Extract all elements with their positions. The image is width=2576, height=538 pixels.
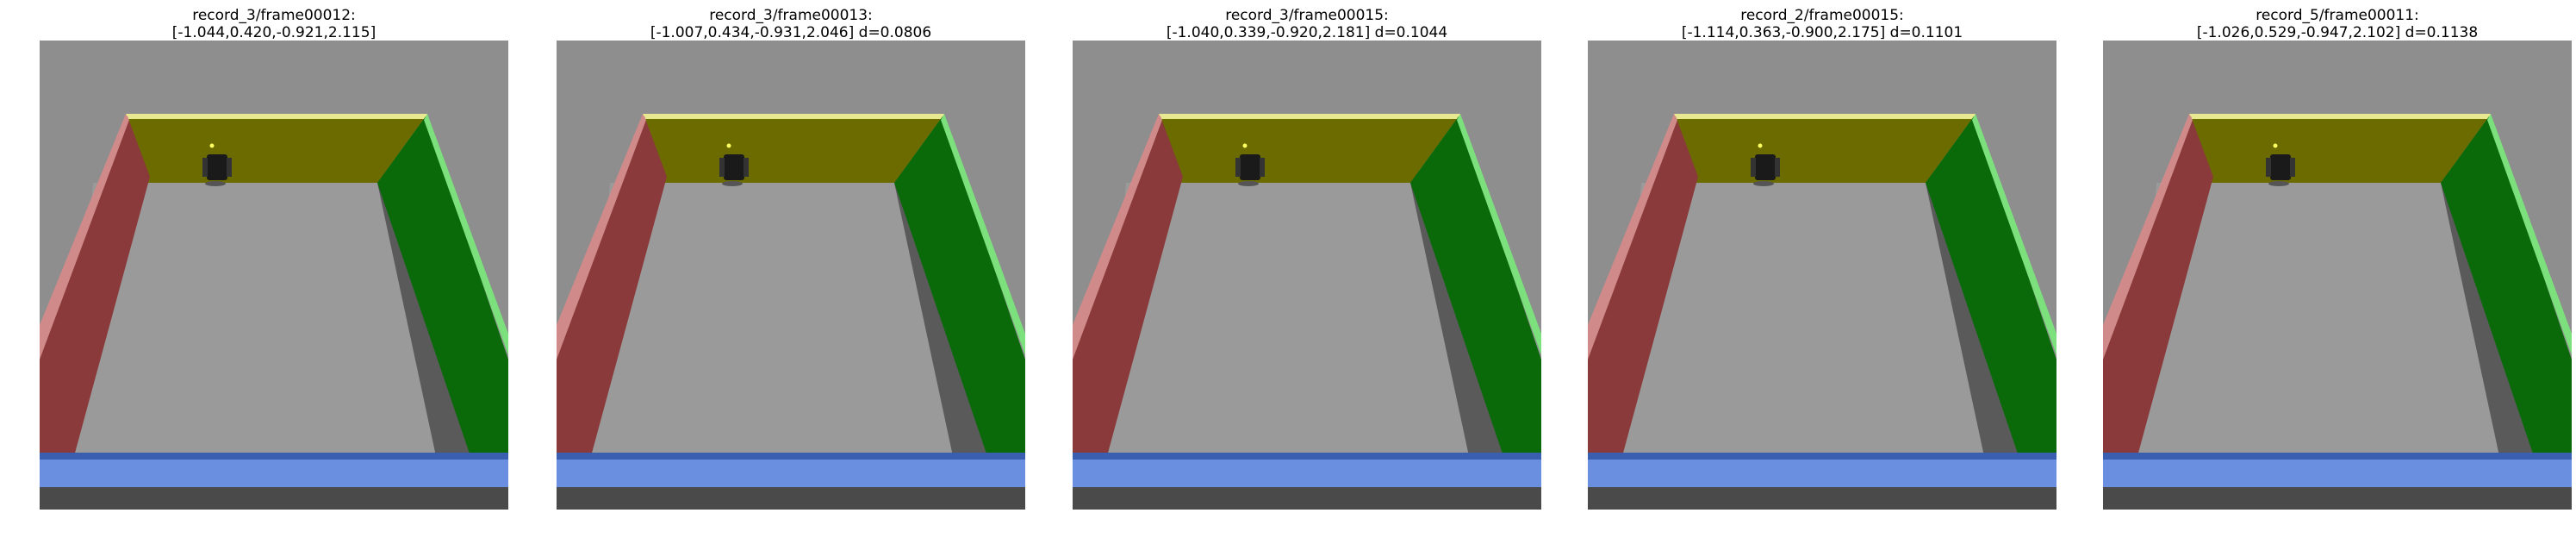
- floor: [1621, 183, 2019, 456]
- near-floor-strip: [1588, 487, 2056, 510]
- image-panel-1: record_3/frame00012: [-1.044,0.420,-0.92…: [40, 0, 508, 538]
- wall-left-top: [1588, 114, 1677, 360]
- panel-title-line2: [-1.026,0.529,-0.947,2.102] d=0.1138: [2196, 24, 2479, 41]
- floor: [1105, 183, 1503, 456]
- near-floor-strip: [1073, 487, 1541, 510]
- floor: [72, 183, 470, 456]
- robot-icon: [719, 143, 749, 186]
- floor: [2136, 183, 2534, 456]
- robot-icon: [1751, 143, 1780, 186]
- wall-near: [1073, 460, 1541, 487]
- wall-right-top: [941, 114, 1025, 355]
- panel-title-line2: [-1.007,0.434,-0.931,2.046] d=0.0806: [650, 24, 932, 41]
- wall-right: [2441, 116, 2572, 456]
- panel-title-line1: record_2/frame00015:: [1740, 7, 1904, 24]
- wall-far-top: [126, 114, 427, 119]
- wall-right-top: [424, 114, 508, 355]
- panel-title: record_2/frame00015: [-1.114,0.363,-0.90…: [1553, 7, 2091, 41]
- panel-title: record_3/frame00015: [-1.040,0.339,-0.92…: [1038, 7, 1576, 41]
- wall-right: [377, 116, 508, 456]
- wall-far: [2170, 116, 2489, 183]
- panel-title-line1: record_3/frame00012:: [192, 7, 356, 24]
- image-panel-3: record_3/frame00015: [-1.040,0.339,-0.92…: [1073, 0, 1541, 538]
- arena-render: [1073, 41, 1541, 510]
- wall-right: [894, 116, 1025, 456]
- wall-near: [2103, 460, 2572, 487]
- arena-render: [2103, 41, 2572, 510]
- wall-right-top: [2487, 114, 2572, 355]
- robot-icon: [2266, 143, 2295, 186]
- wall-left: [1588, 116, 1698, 456]
- wall-far-top: [2189, 114, 2491, 119]
- image-panel-2: record_3/frame00013: [-1.007,0.434,-0.93…: [557, 0, 1025, 538]
- robot-icon: [1235, 143, 1265, 186]
- panel-title-line2: [-1.040,0.339,-0.920,2.181] d=0.1044: [1166, 24, 1448, 41]
- wall-near: [40, 460, 508, 487]
- image-panel-5: record_5/frame00011: [-1.026,0.529,-0.94…: [2103, 0, 2572, 538]
- arena-render: [557, 41, 1025, 510]
- wall-far: [1140, 116, 1459, 183]
- panel-title-line1: record_3/frame00015:: [1225, 7, 1389, 24]
- wall-left: [1073, 116, 1183, 456]
- wall-left: [557, 116, 667, 456]
- wall-left-top: [1073, 114, 1162, 360]
- arena-render: [1588, 41, 2056, 510]
- near-floor-strip: [40, 487, 508, 510]
- wall-far: [1655, 116, 1974, 183]
- panel-title: record_3/frame00013: [-1.007,0.434,-0.93…: [522, 7, 1060, 41]
- panel-title: record_3/frame00012: [-1.044,0.420,-0.92…: [5, 7, 543, 41]
- panel-title-line2: [-1.114,0.363,-0.900,2.175] d=0.1101: [1681, 24, 1963, 41]
- wall-right: [1410, 116, 1541, 456]
- wall-far-top: [643, 114, 944, 119]
- near-floor-strip: [557, 487, 1025, 510]
- floor: [589, 183, 987, 456]
- wall-left-top: [40, 114, 129, 360]
- near-floor-strip: [2103, 487, 2572, 510]
- wall-right-top: [1972, 114, 2056, 355]
- wall-far-top: [1674, 114, 1976, 119]
- arena-render: [40, 41, 508, 510]
- wall-near: [557, 460, 1025, 487]
- wall-left: [40, 116, 150, 456]
- panel-title-line2: [-1.044,0.420,-0.921,2.115]: [171, 24, 376, 41]
- image-panel-4: record_2/frame00015: [-1.114,0.363,-0.90…: [1588, 0, 2056, 538]
- wall-right-top: [1457, 114, 1541, 355]
- wall-near: [1588, 460, 2056, 487]
- panel-title: record_5/frame00011: [-1.026,0.529,-0.94…: [2069, 7, 2576, 41]
- wall-left-top: [557, 114, 646, 360]
- wall-far: [107, 116, 426, 183]
- wall-right: [1926, 116, 2056, 456]
- wall-far-top: [1159, 114, 1460, 119]
- robot-icon: [202, 143, 232, 186]
- panel-title-line1: record_3/frame00013:: [709, 7, 873, 24]
- wall-far: [624, 116, 943, 183]
- panel-title-line1: record_5/frame00011:: [2256, 7, 2419, 24]
- wall-left: [2103, 116, 2213, 456]
- wall-left-top: [2103, 114, 2193, 360]
